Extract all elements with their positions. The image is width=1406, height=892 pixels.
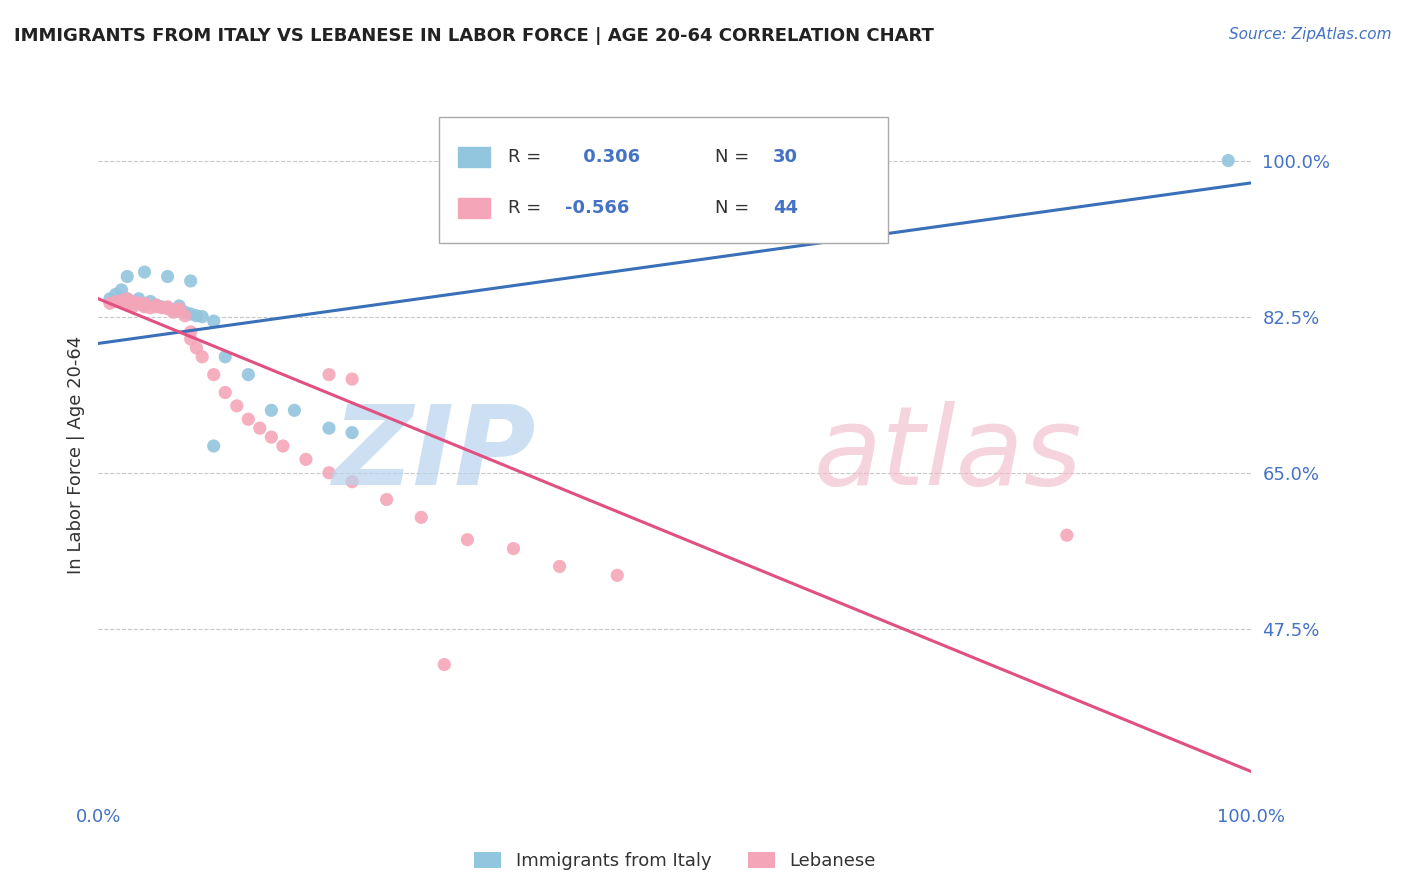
Point bbox=[411, 510, 433, 524]
Point bbox=[134, 296, 156, 310]
Text: 0.306: 0.306 bbox=[576, 148, 640, 166]
Bar bbox=[458, 147, 491, 167]
Point bbox=[134, 298, 156, 312]
Legend: Immigrants from Italy, Lebanese: Immigrants from Italy, Lebanese bbox=[467, 845, 883, 877]
Point bbox=[156, 301, 179, 316]
Point bbox=[122, 296, 145, 310]
Text: N =: N = bbox=[716, 148, 755, 166]
Text: atlas: atlas bbox=[813, 401, 1081, 508]
Text: ZIP: ZIP bbox=[333, 401, 537, 508]
Point bbox=[318, 368, 340, 382]
Point bbox=[340, 425, 363, 440]
Point bbox=[340, 372, 363, 386]
Point bbox=[104, 294, 127, 309]
Text: IMMIGRANTS FROM ITALY VS LEBANESE IN LABOR FORCE | AGE 20-64 CORRELATION CHART: IMMIGRANTS FROM ITALY VS LEBANESE IN LAB… bbox=[14, 27, 934, 45]
Point bbox=[548, 559, 571, 574]
Point bbox=[167, 303, 190, 318]
Point bbox=[606, 568, 628, 582]
Point bbox=[202, 439, 225, 453]
Point bbox=[186, 309, 208, 323]
Point bbox=[375, 492, 398, 507]
Point bbox=[117, 269, 138, 284]
Point bbox=[186, 341, 208, 355]
Y-axis label: In Labor Force | Age 20-64: In Labor Force | Age 20-64 bbox=[66, 335, 84, 574]
Point bbox=[180, 325, 202, 339]
Point bbox=[145, 300, 167, 314]
Point bbox=[283, 403, 305, 417]
Point bbox=[180, 274, 202, 288]
Point bbox=[145, 298, 167, 312]
Text: -0.566: -0.566 bbox=[565, 199, 630, 217]
Point bbox=[238, 412, 260, 426]
Point bbox=[238, 368, 260, 382]
Point bbox=[117, 298, 138, 312]
Point bbox=[433, 657, 456, 672]
Point bbox=[134, 265, 156, 279]
Point bbox=[174, 309, 197, 323]
Point bbox=[214, 350, 236, 364]
Bar bbox=[458, 198, 491, 218]
Point bbox=[191, 310, 214, 324]
Point bbox=[162, 303, 184, 318]
Point bbox=[1056, 528, 1078, 542]
Point bbox=[271, 439, 294, 453]
Point bbox=[145, 298, 167, 312]
Point bbox=[340, 475, 363, 489]
Text: Source: ZipAtlas.com: Source: ZipAtlas.com bbox=[1229, 27, 1392, 42]
Point bbox=[318, 466, 340, 480]
Point bbox=[249, 421, 271, 435]
Point bbox=[134, 300, 156, 314]
Point bbox=[260, 430, 283, 444]
Point bbox=[128, 296, 150, 310]
FancyBboxPatch shape bbox=[439, 118, 889, 243]
Point bbox=[156, 269, 179, 284]
Text: 30: 30 bbox=[773, 148, 797, 166]
Point bbox=[117, 292, 138, 306]
Point bbox=[174, 305, 197, 319]
Point bbox=[260, 403, 283, 417]
Point bbox=[110, 283, 132, 297]
Point bbox=[167, 299, 190, 313]
Point bbox=[162, 305, 184, 319]
Point bbox=[139, 301, 162, 315]
Point bbox=[202, 368, 225, 382]
Point bbox=[128, 292, 150, 306]
Point bbox=[1218, 153, 1240, 168]
Point bbox=[191, 350, 214, 364]
Point bbox=[502, 541, 524, 556]
Point bbox=[110, 293, 132, 308]
Point bbox=[456, 533, 478, 547]
Point bbox=[122, 294, 145, 309]
Point bbox=[180, 307, 202, 321]
Point bbox=[295, 452, 318, 467]
Point bbox=[98, 296, 121, 310]
Point bbox=[156, 301, 179, 315]
Text: N =: N = bbox=[716, 199, 755, 217]
Text: 44: 44 bbox=[773, 199, 797, 217]
Point bbox=[150, 300, 173, 314]
Text: R =: R = bbox=[508, 148, 547, 166]
Point bbox=[98, 292, 121, 306]
Point bbox=[180, 332, 202, 346]
Point bbox=[117, 292, 138, 306]
Point bbox=[225, 399, 247, 413]
Point bbox=[104, 287, 127, 301]
Point bbox=[122, 300, 145, 314]
Point bbox=[214, 385, 236, 400]
Text: R =: R = bbox=[508, 199, 547, 217]
Point bbox=[318, 421, 340, 435]
Point bbox=[150, 301, 173, 315]
Point bbox=[139, 294, 162, 309]
Point bbox=[167, 301, 190, 316]
Point bbox=[202, 314, 225, 328]
Point bbox=[156, 300, 179, 314]
